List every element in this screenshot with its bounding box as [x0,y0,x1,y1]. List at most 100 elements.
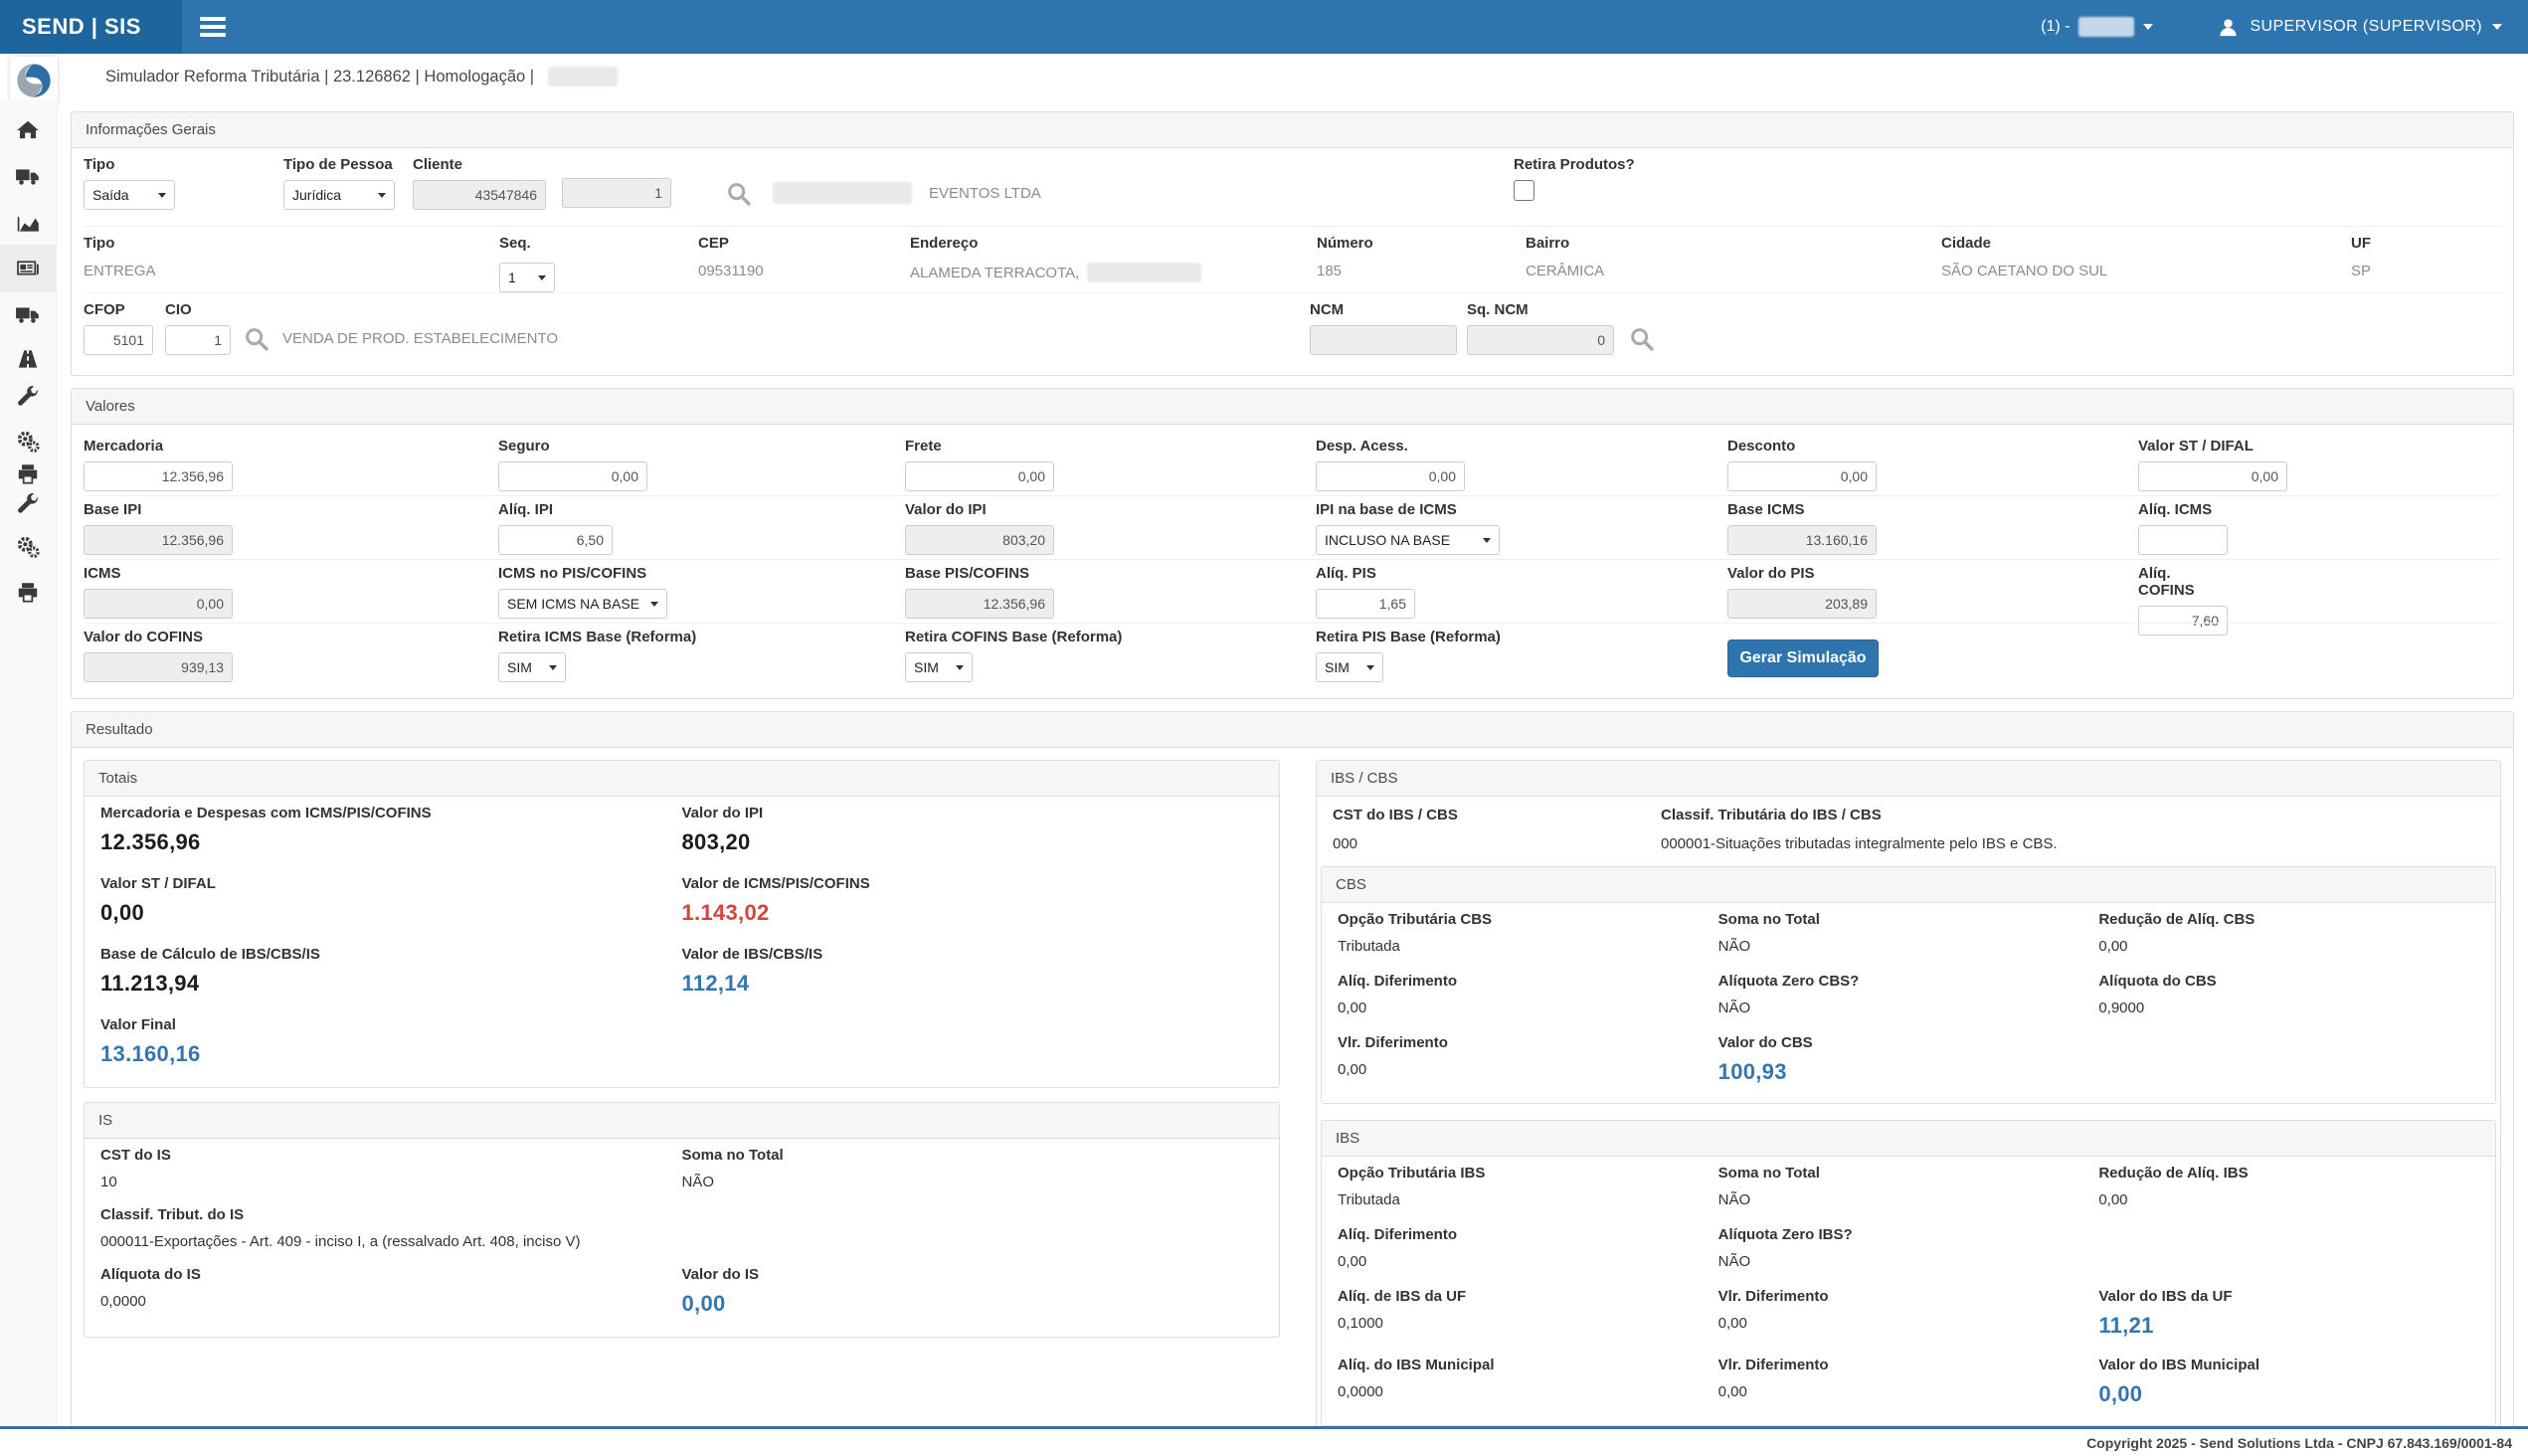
result-item: Base de Cálculo de IBS/CBS/IS11.213,94 [100,946,682,997]
user-dropdown[interactable]: SUPERVISOR (SUPERVISOR) [2217,16,2502,39]
result-item: Classif. Tribut. do IS000011-Exportações… [100,1206,1263,1250]
person-icon [2217,16,2240,39]
icms-pis-cofins-select[interactable]: SEM ICMS NA BASE [498,589,667,619]
result-item: Vlr. Diferimento0,00 [1338,1034,1718,1085]
gerar-simulacao-button[interactable]: Gerar Simulação [1727,639,1879,677]
result-item: Valor de ICMS/PIS/COFINS1.143,02 [682,875,1264,926]
valores-row-4: Valor do COFINS Retira ICMS Base (Reform… [84,623,2501,686]
aliq-icms-input[interactable] [2138,525,2228,555]
endereco-value: ALAMEDA TERRACOTA, [910,263,1201,282]
uf-label: UF [2351,235,2371,252]
result-value: Tributada [1338,1191,1718,1208]
icms-input [84,589,233,619]
result-value: 0,0000 [100,1293,682,1310]
retira-pis-label: Retira PIS Base (Reforma) [1316,629,1383,645]
redacted-cliente-name [773,182,912,204]
gears-icon[interactable] [15,429,41,455]
newspaper-icon[interactable] [15,256,41,281]
result-item: Alíq. do IBS Municipal0,0000 [1338,1357,1718,1407]
info-row-cfop: CFOP CIO VENDA DE PROD. ESTABELECIMENTO … [84,292,2501,375]
valor-pis-label: Valor do PIS [1727,565,1877,582]
wrench-icon[interactable] [15,490,41,516]
result-value: 0,00 [1338,1000,1718,1016]
desp-acess-input[interactable] [1316,461,1465,491]
sidebar-toggle-button[interactable] [182,0,244,54]
classif-ibs-cbs-value: 000001-Situações tributadas integralment… [1661,835,2484,852]
classif-ibs-cbs-label: Classif. Tributária do IBS / CBS [1661,807,2484,823]
app-logo[interactable]: SEND | SIS [0,0,182,54]
uf-value: SP [2351,263,2371,279]
result-value: 10 [100,1174,682,1190]
home-icon[interactable] [15,117,41,143]
result-item: Redução de Alíq. CBS0,00 [2098,911,2479,955]
ibs-cbs-panel: IBS / CBS CST do IBS / CBS Classif. Trib… [1316,760,2501,1433]
cfop-input[interactable] [84,325,153,355]
valor-st-label: Valor ST / DIFAL [2138,438,2287,455]
ncm-label: NCM [1310,301,1457,318]
result-item: Opção Tributária IBSTributada [1338,1165,1718,1208]
frete-input[interactable] [905,461,1054,491]
bairro-value: CERÂMICA [1526,263,1604,279]
chevron-down-icon [1366,665,1374,670]
seguro-input[interactable] [498,461,647,491]
base-pis-cofins-input [905,589,1054,619]
ipi-base-icms-select[interactable]: INCLUSO NA BASE [1316,525,1500,555]
gears-icon[interactable] [15,534,41,560]
desp-acess-label: Desp. Acess. [1316,438,1465,455]
base-icms-input [1727,525,1877,555]
search-icon[interactable] [243,325,271,353]
result-value: 000011-Exportações - Art. 409 - inciso I… [100,1233,1263,1250]
result-item: Alíq. Diferimento0,00 [1338,973,1718,1016]
road-icon[interactable] [15,346,41,372]
cliente-label: Cliente [413,156,546,173]
informacoes-gerais-panel: Informações Gerais Tipo Saída Tipo de Pe… [71,111,2514,376]
retira-pis-select[interactable]: SIM [1316,652,1383,682]
endereco-label: Endereço [910,235,1201,252]
result-item: Valor do CBS100,93 [1718,1034,2099,1085]
result-item: Redução de Alíq. IBS0,00 [2098,1165,2479,1208]
tipo-select[interactable]: Saída [84,180,175,210]
truck-icon[interactable] [15,164,41,190]
printer-icon[interactable] [15,580,41,606]
result-value: 0,00 [1718,1383,2099,1400]
seq-select[interactable]: 1 [499,263,555,292]
result-value: NÃO [1718,1000,2099,1016]
cio-input[interactable] [165,325,231,355]
panel-title: Valores [72,389,2513,425]
valor-st-input[interactable] [2138,461,2287,491]
chevron-down-icon [956,665,964,670]
sq-ncm-input [1467,325,1614,355]
area-chart-icon[interactable] [15,210,41,236]
search-icon[interactable] [1628,325,1656,353]
retira-produtos-checkbox[interactable] [1514,180,1535,201]
result-value: 11,21 [2098,1313,2479,1339]
chevron-down-icon [1483,538,1491,543]
aliq-ipi-input[interactable] [498,525,613,555]
valor-cofins-label: Valor do COFINS [84,629,233,645]
result-value: 803,20 [682,829,1264,855]
search-icon[interactable] [725,180,753,208]
cfop-label: CFOP [84,301,153,318]
retira-icms-select[interactable]: SIM [498,652,566,682]
result-value: 0,00 [2098,938,2479,955]
tipo-pessoa-select[interactable]: Jurídica [283,180,395,210]
result-value: 112,14 [682,971,1264,997]
cliente-codigo-input [413,180,546,210]
aliq-icms-label: Alíq. ICMS [2138,501,2228,518]
chevron-down-icon [378,193,386,198]
truck-icon[interactable] [15,302,41,328]
info-row-principal: Tipo Saída Tipo de Pessoa Jurídica Clien… [84,148,2501,226]
retira-cofins-select[interactable]: SIM [905,652,973,682]
desconto-input[interactable] [1727,461,1877,491]
aliq-pis-input[interactable] [1316,589,1415,619]
printer-icon[interactable] [15,461,41,487]
result-item: Mercadoria e Despesas com ICMS/PIS/COFIN… [100,805,682,855]
sq-ncm-label: Sq. NCM [1467,301,1614,318]
company-dropdown[interactable]: (1) - [2041,17,2153,37]
mercadoria-input[interactable] [84,461,233,491]
result-value: 0,00 [682,1291,1264,1317]
retira-produtos-label: Retira Produtos? [1514,156,1635,173]
wrench-icon[interactable] [15,383,41,409]
desconto-label: Desconto [1727,438,1877,455]
endereco-tipo-label: Tipo [84,235,156,252]
